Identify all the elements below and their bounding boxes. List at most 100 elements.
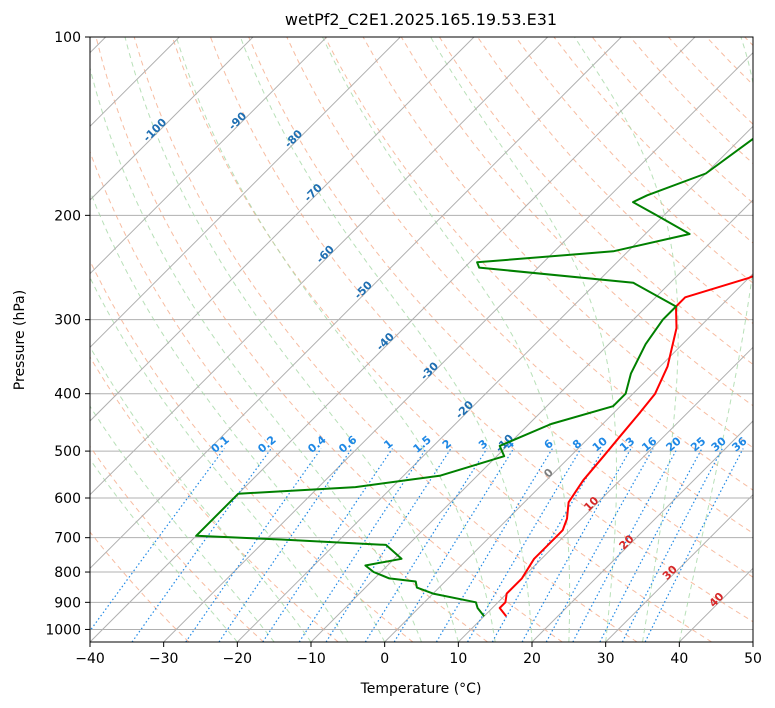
mixing-ratio-label: 8 xyxy=(570,437,584,452)
background-lines xyxy=(90,37,753,642)
isotherm xyxy=(457,346,753,642)
isotherm xyxy=(752,641,753,642)
isotherm xyxy=(90,37,328,275)
y-tick-label: 1000 xyxy=(45,622,81,638)
moist-adiabat xyxy=(90,189,386,642)
x-tick-label: 40 xyxy=(670,651,688,667)
isotherm-label: -40 xyxy=(374,330,397,353)
y-tick-label: 300 xyxy=(54,313,81,329)
dry-adiabat xyxy=(210,37,753,623)
dry-adiabat xyxy=(90,445,264,642)
dry-adiabat xyxy=(706,37,753,86)
x-tick-label: 0 xyxy=(380,651,389,667)
moist-adiabat xyxy=(90,345,312,642)
dry-adiabat xyxy=(400,37,753,407)
mixing-ratio-line xyxy=(466,448,582,642)
moist-adiabat xyxy=(322,37,571,642)
mixing-ratio-labels: 0.1 0.2 0.4 0.6 1 1.5 2 3 4 6 8 10 13 16 20 25 30 36 xyxy=(209,433,750,456)
mixing-ratio-line xyxy=(364,448,488,642)
isotherm-label: -30 xyxy=(418,359,441,382)
x-tick-label: 50 xyxy=(744,651,762,667)
isotherm xyxy=(384,272,753,642)
dry-adiabat xyxy=(133,37,638,642)
moist-adiabat xyxy=(124,37,459,642)
dry-adiabat xyxy=(90,259,414,642)
temperature-profile xyxy=(498,275,753,617)
isotherm xyxy=(678,567,753,642)
dewpoint-profile xyxy=(195,137,753,617)
dry-adiabat xyxy=(438,37,753,366)
dry-adiabat xyxy=(171,37,712,642)
mixing-ratio-line xyxy=(572,448,678,642)
dry-adiabat xyxy=(90,150,488,642)
y-axis-ticks: 100 200 300 400 500 600 700 800 900 1000 xyxy=(45,30,90,638)
mixing-ratio-label: 0.1 xyxy=(209,433,232,455)
dry-adiabat xyxy=(248,37,753,578)
dry-adiabat xyxy=(515,37,753,284)
moist-adiabat xyxy=(574,37,679,642)
mixing-ratio-line xyxy=(325,448,452,642)
mixing-ratio-line xyxy=(218,448,353,642)
mixing-ratio-line xyxy=(262,448,393,642)
isotherm xyxy=(531,420,753,642)
x-tick-label: 20 xyxy=(523,651,541,667)
isotherm-label: -90 xyxy=(226,109,249,132)
y-tick-label: 900 xyxy=(54,595,81,611)
isotherm xyxy=(605,493,753,642)
isotherm xyxy=(310,199,753,642)
dry-adiabat xyxy=(668,37,753,125)
dry-adiabat xyxy=(90,356,339,642)
isotherm-label: 40 xyxy=(707,590,727,610)
isotherm-label: -80 xyxy=(282,127,305,150)
isotherm xyxy=(236,125,753,642)
dry-adiabat xyxy=(90,531,190,642)
x-tick-label: 10 xyxy=(449,651,467,667)
isotherm xyxy=(90,37,401,349)
isotherm xyxy=(90,37,696,642)
x-axis-ticks: −40 −30 −20 −10 0 10 20 30 40 50 xyxy=(75,642,762,667)
isotherm xyxy=(90,37,254,201)
isotherm-label: -100 xyxy=(141,116,170,145)
x-tick-label: −10 xyxy=(296,651,326,667)
isotherm-label: -50 xyxy=(352,278,375,301)
mixing-ratio-line xyxy=(393,448,515,642)
moist-adiabat xyxy=(90,276,349,642)
mixing-ratio-line xyxy=(90,448,225,632)
dry-adiabat xyxy=(95,37,563,642)
mixing-ratio-line xyxy=(621,448,723,642)
chart-title: wetPf2_C2E1.2025.165.19.53.E31 xyxy=(285,10,557,30)
y-tick-label: 100 xyxy=(54,30,81,46)
mixing-ratio-label: 0.4 xyxy=(305,433,329,456)
moist-adiabat xyxy=(90,65,422,642)
moist-adiabat xyxy=(90,405,275,642)
y-tick-label: 200 xyxy=(54,208,81,224)
mixing-ratio-label: 0.2 xyxy=(255,433,278,455)
mixing-ratio-line xyxy=(131,448,272,642)
mixing-ratio-line xyxy=(298,448,427,642)
mixing-ratio-line xyxy=(491,448,605,642)
y-tick-label: 500 xyxy=(54,444,81,460)
dry-adiabat xyxy=(744,37,753,47)
moist-adiabat xyxy=(175,37,496,642)
y-axis-label: Pressure (hPa) xyxy=(12,290,28,390)
mixing-ratio-label: 6 xyxy=(542,437,556,452)
plot-frame xyxy=(89,36,754,643)
x-axis-label: Temperature (°C) xyxy=(360,681,482,697)
mixing-ratio-label: 2 xyxy=(440,437,454,452)
moist-adiabat xyxy=(239,37,533,642)
isotherm xyxy=(163,51,753,642)
x-tick-label: −40 xyxy=(75,651,105,667)
y-tick-label: 800 xyxy=(54,565,81,581)
mixing-ratio-line xyxy=(599,448,703,642)
moist-adiabat xyxy=(430,37,617,642)
sounding-profiles xyxy=(195,137,753,617)
isotherm xyxy=(90,37,622,570)
mixing-ratio-line xyxy=(644,448,744,642)
mixing-ratio-label: 0.6 xyxy=(336,433,360,456)
y-tick-label: 700 xyxy=(54,531,81,547)
y-tick-label: 400 xyxy=(54,387,81,403)
mixing-ratio-label: 3 xyxy=(476,437,490,452)
y-tick-label: 600 xyxy=(54,491,81,507)
x-tick-label: −20 xyxy=(223,651,253,667)
